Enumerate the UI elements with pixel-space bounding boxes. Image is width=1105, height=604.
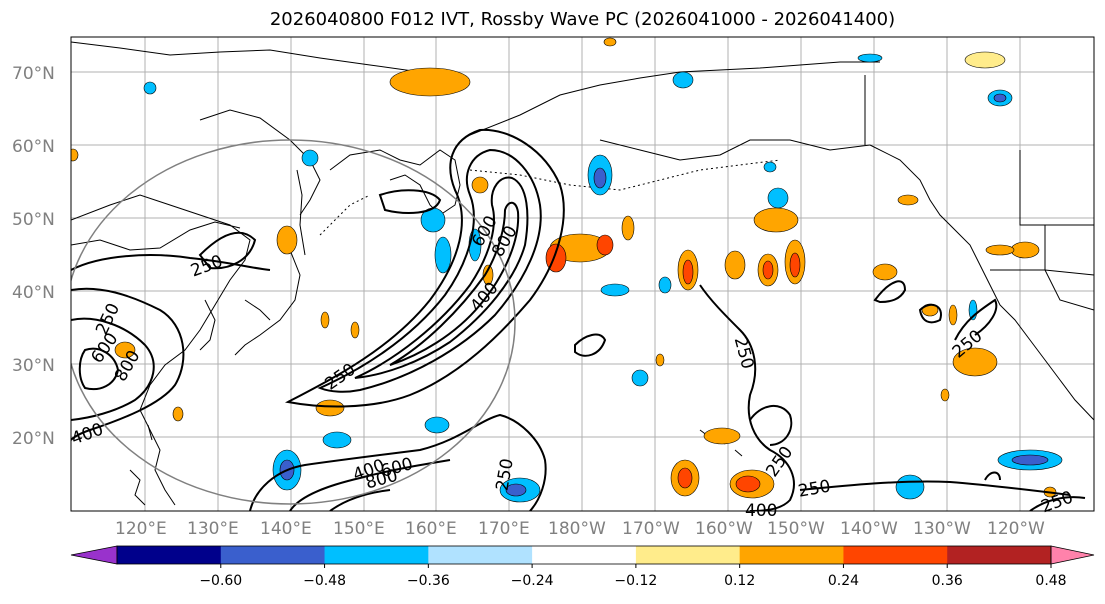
latitude-labels: 70°N 60°N 50°N 40°N 30°N 20°N <box>12 64 55 449</box>
colorbar-tick-label: −0.48 <box>303 573 346 589</box>
colorbar-extend-max <box>1050 545 1095 565</box>
colorbar-segment <box>635 546 741 564</box>
colorbar-extend-min <box>70 545 118 565</box>
colorbar-tick-label: 0.36 <box>932 573 963 589</box>
coastlines <box>71 41 1094 506</box>
lon-label: 160°E <box>405 519 457 539</box>
lon-label: 130°W <box>913 519 971 539</box>
rossby-circle <box>71 139 516 505</box>
ivt-contours <box>71 128 1086 511</box>
colorbar-segment <box>117 546 222 564</box>
colorbar: −0.60 −0.48 −0.36 −0.24 −0.12 0.12 0.24 0.36 0.4… <box>70 545 1095 589</box>
lon-label: 120°E <box>115 519 167 539</box>
colorbar-segment <box>428 546 533 564</box>
colorbar-tick-label: −0.36 <box>407 573 450 589</box>
colorbar-segment <box>947 546 1052 564</box>
lat-label: 60°N <box>12 137 55 157</box>
lat-label: 50°N <box>12 210 55 230</box>
colorbar-segment <box>739 546 844 564</box>
colorbar-segment <box>220 546 326 564</box>
lon-label: 160°W <box>695 519 753 539</box>
colorbar-segment <box>843 546 948 564</box>
positive-anomalies <box>71 37 1057 499</box>
lon-label: 130°E <box>187 519 239 539</box>
longitude-labels: 120°E 130°E 140°E 150°E 160°E 170°E 180°… <box>115 519 1045 539</box>
map-title: 2026040800 F012 IVT, Rossby Wave PC (202… <box>269 9 896 30</box>
lon-label: 120°W <box>987 519 1045 539</box>
lon-label: 180°W <box>548 519 606 539</box>
colorbar-tick-label: 0.48 <box>1035 573 1066 589</box>
lon-label: 170°W <box>622 519 680 539</box>
colorbar-tick-label: 0.12 <box>724 573 755 589</box>
lon-label: 150°E <box>333 519 385 539</box>
map-frame <box>70 36 1095 512</box>
colorbar-tick-label: −0.12 <box>614 573 657 589</box>
negative-anomalies <box>143 53 1063 503</box>
lon-label: 170°E <box>478 519 530 539</box>
contour-label: 400 <box>745 501 777 521</box>
lon-label: 150°W <box>767 519 825 539</box>
lat-label: 30°N <box>12 356 55 376</box>
lat-label: 20°N <box>12 429 55 449</box>
lat-label: 70°N <box>12 64 55 84</box>
colorbar-tick-label: 0.24 <box>828 573 859 589</box>
colorbar-tick-label: −0.24 <box>511 573 554 589</box>
colorbar-tick-label: −0.60 <box>199 573 242 589</box>
lat-label: 40°N <box>12 283 55 303</box>
lon-label: 140°E <box>260 519 312 539</box>
colorbar-segment <box>532 546 637 564</box>
colorbar-segment <box>324 546 429 564</box>
lon-label: 140°W <box>840 519 898 539</box>
